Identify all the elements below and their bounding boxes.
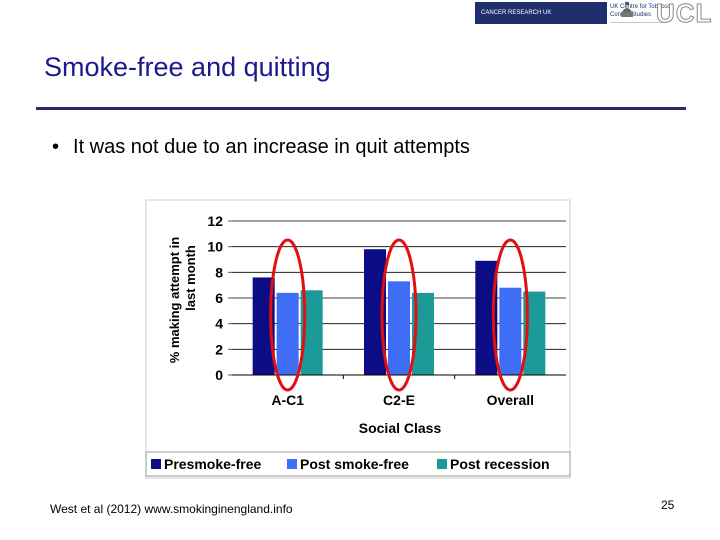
y-axis-label-line-1: % making attempt in bbox=[167, 237, 182, 363]
legend-box bbox=[145, 451, 571, 477]
x-axis-label: Social Class bbox=[359, 420, 442, 436]
ucl-logo: UCL bbox=[655, 0, 713, 29]
y-tick-label: 10 bbox=[207, 239, 223, 255]
highlight-ellipses bbox=[269, 238, 529, 392]
cancer-research-uk-logo: CANCER RESEARCH UK bbox=[475, 2, 607, 24]
title-divider bbox=[36, 107, 686, 110]
highlight-ellipse bbox=[491, 238, 529, 392]
legend-label: Post smoke-free bbox=[300, 456, 409, 472]
bullet-point: • It was not due to an increase in quit a… bbox=[52, 136, 470, 159]
ucl-dome-icon bbox=[621, 2, 633, 17]
y-axis-ticks: 0 2 4 6 8 10 12 bbox=[207, 213, 232, 383]
legend-swatch bbox=[437, 459, 447, 469]
chart-bars bbox=[252, 249, 546, 375]
bar-post-recession-a-c1 bbox=[300, 290, 323, 375]
bar-post-recession-overall bbox=[523, 291, 546, 375]
legend-swatch bbox=[151, 459, 161, 469]
legend-label: Presmoke-free bbox=[164, 456, 261, 472]
slide-title: Smoke-free and quitting bbox=[44, 52, 331, 82]
legend-swatch bbox=[287, 459, 297, 469]
y-tick-label: 2 bbox=[215, 341, 223, 357]
bar-presmoke-free-c2-e bbox=[364, 249, 386, 375]
y-axis-label-line-2: last month bbox=[183, 245, 198, 311]
bullet-text: It was not due to an increase in quit at… bbox=[73, 136, 470, 158]
x-category-label: C2-E bbox=[383, 392, 415, 408]
x-category-label: Overall bbox=[487, 392, 534, 408]
chart-legend: Presmoke-free Post smoke-free Post recessi… bbox=[151, 456, 550, 472]
y-tick-label: 0 bbox=[215, 367, 223, 383]
y-tick-label: 8 bbox=[215, 264, 223, 280]
highlight-ellipse bbox=[380, 238, 418, 392]
header-logos: CANCER RESEARCH UK UK Centre for Tobacco… bbox=[470, 0, 720, 29]
bar-presmoke-free-a-c1 bbox=[252, 277, 275, 375]
bar-post-recession-c2-e bbox=[412, 292, 434, 375]
x-category-label: A-C1 bbox=[271, 392, 304, 408]
bar-presmoke-free-overall bbox=[475, 260, 498, 375]
legend-label: Post recession bbox=[450, 456, 550, 472]
highlight-ellipse bbox=[269, 238, 307, 392]
y-tick-label: 4 bbox=[215, 316, 223, 332]
y-tick-label: 6 bbox=[215, 290, 223, 306]
bar-post-smoke-free-a-c1 bbox=[276, 292, 299, 375]
y-tick-label: 12 bbox=[207, 213, 223, 229]
citation: West et al (2012) www.smokinginengland.i… bbox=[50, 502, 293, 516]
bar-post-smoke-free-c2-e bbox=[388, 281, 410, 375]
bar-post-smoke-free-overall bbox=[499, 287, 522, 375]
x-axis-categories: A-C1 C2-E Overall bbox=[271, 375, 534, 408]
page-number: 25 bbox=[661, 498, 675, 512]
bullet-icon: • bbox=[52, 136, 60, 158]
